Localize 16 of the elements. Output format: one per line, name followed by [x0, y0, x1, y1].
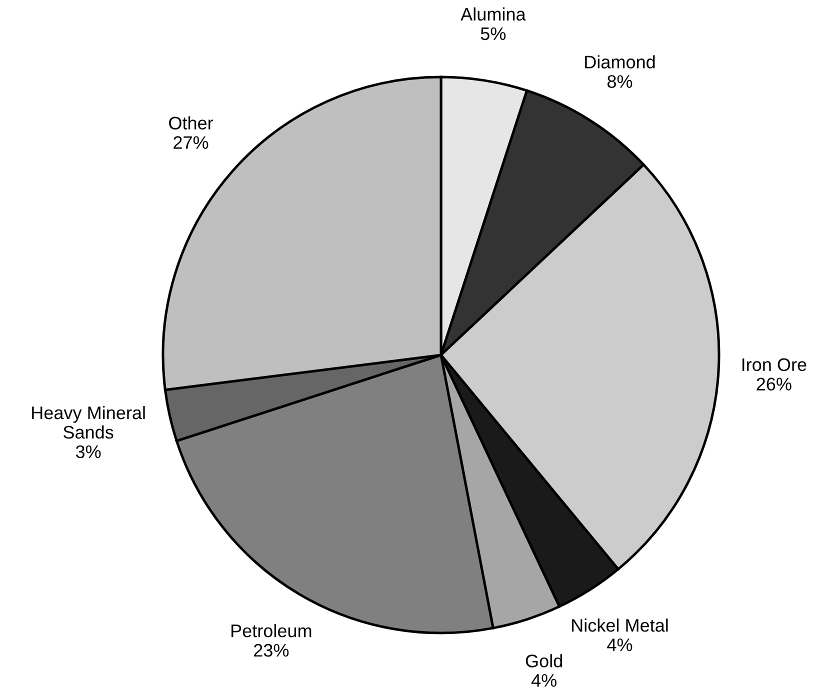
slice-label: Other [169, 116, 214, 130]
data-label: 23% [254, 644, 289, 657]
data-label: 5% [480, 27, 506, 40]
slice-label: Iron Ore [742, 358, 806, 372]
data-label: 3% [76, 445, 101, 458]
slice-label: Alumina [460, 7, 526, 21]
slice-label: Heavy Mineral Sands [32, 406, 145, 439]
data-label: 27% [174, 136, 208, 149]
slice-label: Petroleum [232, 624, 312, 638]
slice-label: Diamond [585, 55, 655, 68]
data-label: 4% [607, 638, 632, 652]
data-label: 8% [607, 75, 632, 88]
data-label: 26% [756, 378, 792, 391]
data-label: 4% [531, 674, 556, 687]
slice-label: Nickel Metal [572, 618, 668, 632]
slice-label: Gold [526, 654, 562, 668]
